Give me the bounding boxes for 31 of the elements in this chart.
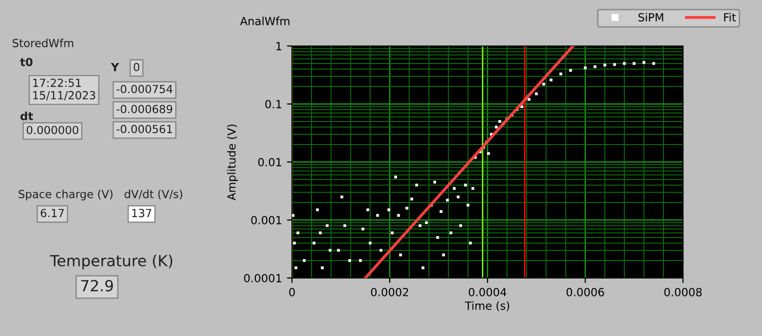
text: dV/dt (V/s) [124, 190, 182, 200]
y-tick-label: 0.01 [258, 158, 282, 166]
legend-label: SiPM [638, 12, 664, 22]
text: 137 [132, 208, 152, 218]
text: 0 [134, 62, 140, 72]
text: 0.000000 [26, 126, 78, 134]
text: Temperature (K) [50, 254, 172, 270]
y-tick-label: 0.001 [251, 216, 282, 224]
x-axis-title: Time (s) [464, 301, 510, 312]
y-tick-label: 0.0001 [244, 274, 282, 282]
text: StoredWfm [12, 38, 74, 48]
x-tick-label: 0.0004 [468, 288, 506, 296]
y-tick-label: 0.1 [265, 100, 282, 108]
text: Space charge (V) [18, 190, 112, 200]
text: 72.9 [81, 280, 113, 292]
text: Y [110, 62, 120, 72]
text: 6.17 [40, 208, 64, 218]
chart-title: AnalWfm [240, 16, 290, 26]
text: t0 [20, 58, 33, 66]
y-tick-label: 1 [276, 42, 282, 50]
text: -0.000561 [116, 124, 172, 134]
text: -0.000754 [116, 84, 172, 94]
x-tick-label: 0.0002 [371, 288, 408, 296]
x-tick-label: 0 [289, 288, 295, 296]
text: 17:22:51 15/11/2023 [33, 78, 96, 100]
text: -0.000689 [116, 104, 172, 114]
y-axis-title: Amplitude (V) [227, 124, 238, 200]
text: dt [20, 112, 34, 120]
x-tick-label: 0.0008 [664, 288, 702, 296]
x-tick-label: 0.0006 [566, 288, 604, 296]
legend-label: Fit [724, 12, 736, 22]
